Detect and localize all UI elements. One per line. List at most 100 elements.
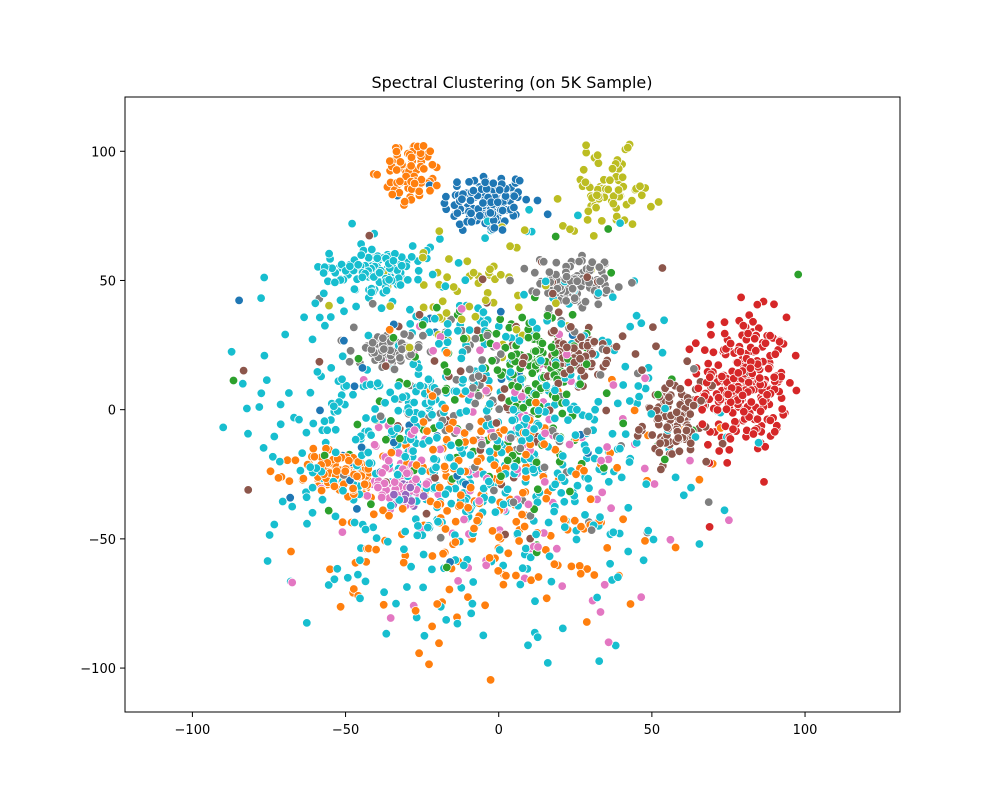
data-point: [554, 307, 564, 318]
data-point: [714, 446, 724, 456]
data-point: [511, 570, 521, 581]
data-point: [424, 659, 434, 670]
data-point: [439, 461, 450, 472]
data-point: [349, 322, 359, 333]
data-point: [315, 405, 325, 416]
data-point: [496, 307, 506, 317]
data-point: [383, 537, 393, 547]
data-point: [393, 470, 403, 480]
data-point: [444, 424, 455, 434]
data-point: [769, 299, 779, 310]
data-point: [565, 224, 575, 235]
data-point: [418, 320, 428, 330]
data-point: [674, 446, 685, 457]
data-point: [385, 325, 395, 335]
data-point: [785, 378, 795, 388]
data-point: [521, 427, 531, 438]
data-point: [449, 461, 459, 471]
data-point: [351, 301, 361, 312]
data-point: [533, 484, 543, 495]
data-point: [575, 379, 585, 389]
data-point: [226, 347, 237, 357]
data-point: [477, 274, 488, 285]
data-point: [518, 488, 528, 498]
data-point: [592, 190, 602, 201]
data-point: [275, 456, 285, 467]
data-point: [385, 301, 395, 311]
data-point: [511, 324, 522, 335]
data-point: [258, 443, 269, 453]
data-point: [649, 479, 660, 489]
data-point: [558, 623, 568, 634]
data-point: [273, 473, 284, 483]
data-point: [457, 304, 467, 314]
data-point: [571, 469, 581, 480]
data-point: [551, 231, 561, 242]
data-point: [481, 295, 491, 305]
data-point: [546, 342, 557, 352]
data-point: [533, 405, 544, 416]
data-point: [559, 514, 569, 524]
data-point: [324, 300, 334, 311]
data-point: [617, 472, 627, 483]
data-point: [400, 196, 410, 207]
data-point: [719, 505, 730, 516]
data-point: [317, 495, 328, 505]
data-point: [527, 368, 538, 378]
data-point: [431, 462, 441, 473]
data-point: [440, 403, 450, 414]
data-point: [557, 581, 567, 591]
data-point: [380, 398, 390, 408]
data-point: [290, 455, 301, 466]
data-point: [517, 509, 527, 520]
data-point: [760, 442, 770, 452]
data-point: [320, 321, 330, 331]
data-point: [759, 477, 769, 487]
data-point: [440, 385, 451, 396]
data-point: [634, 391, 644, 402]
data-point: [595, 512, 605, 522]
data-point: [696, 396, 706, 406]
data-point: [719, 317, 730, 327]
data-point: [440, 489, 451, 499]
data-point: [706, 330, 716, 340]
data-point: [418, 331, 428, 341]
data-point: [499, 425, 509, 435]
data-point: [360, 524, 371, 535]
data-point: [349, 584, 359, 594]
data-point: [752, 299, 763, 310]
data-point: [703, 440, 713, 450]
data-point: [724, 515, 734, 525]
data-point: [631, 311, 642, 321]
data-point: [755, 373, 765, 383]
data-point: [546, 576, 557, 587]
data-point: [234, 295, 244, 306]
data-point: [601, 345, 612, 356]
data-point: [480, 600, 490, 611]
data-point: [630, 349, 641, 359]
data-point: [514, 336, 525, 346]
data-point: [427, 551, 438, 561]
data-point: [603, 637, 614, 648]
data-point: [461, 406, 472, 416]
data-point: [427, 410, 437, 420]
data-point: [793, 269, 803, 280]
data-point: [348, 483, 358, 494]
data-point: [337, 517, 348, 527]
data-point: [430, 473, 440, 483]
data-point: [432, 180, 442, 191]
data-point: [410, 606, 421, 616]
data-point: [406, 161, 416, 171]
data-point: [627, 219, 638, 229]
data-point: [582, 215, 593, 225]
data-point: [683, 377, 694, 388]
data-point: [282, 455, 293, 465]
data-point: [477, 439, 487, 450]
data-point: [602, 442, 612, 452]
data-point: [608, 198, 619, 209]
data-point: [442, 506, 452, 516]
data-point: [592, 150, 603, 160]
data-point: [586, 525, 597, 535]
data-point: [353, 354, 364, 364]
data-point: [474, 496, 484, 506]
